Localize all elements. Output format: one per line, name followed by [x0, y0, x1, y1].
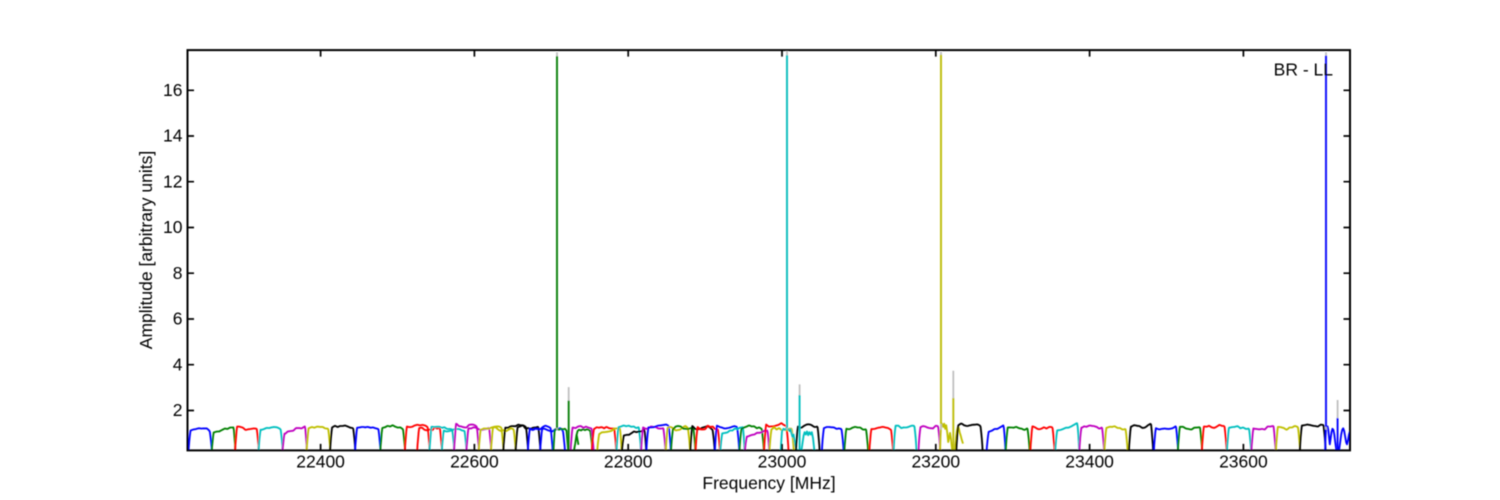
svg-text:Frequency [MHz]: Frequency [MHz]: [702, 473, 835, 493]
svg-text:23400: 23400: [1065, 452, 1114, 472]
svg-text:10: 10: [163, 217, 183, 237]
svg-text:14: 14: [163, 126, 183, 146]
svg-text:22400: 22400: [296, 452, 345, 472]
svg-text:16: 16: [163, 80, 182, 100]
svg-text:23000: 23000: [758, 452, 807, 472]
svg-text:BR - LL: BR - LL: [1274, 59, 1334, 79]
svg-text:23200: 23200: [911, 452, 960, 472]
svg-text:22800: 22800: [604, 452, 653, 472]
svg-text:12: 12: [163, 171, 182, 191]
svg-text:6: 6: [173, 309, 183, 329]
svg-text:2: 2: [173, 400, 183, 420]
svg-text:22600: 22600: [450, 452, 499, 472]
svg-text:23600: 23600: [1219, 452, 1268, 472]
svg-text:Amplitude [arbitrary units]: Amplitude [arbitrary units]: [136, 151, 156, 349]
svg-text:4: 4: [173, 354, 183, 374]
svg-text:8: 8: [173, 263, 183, 283]
